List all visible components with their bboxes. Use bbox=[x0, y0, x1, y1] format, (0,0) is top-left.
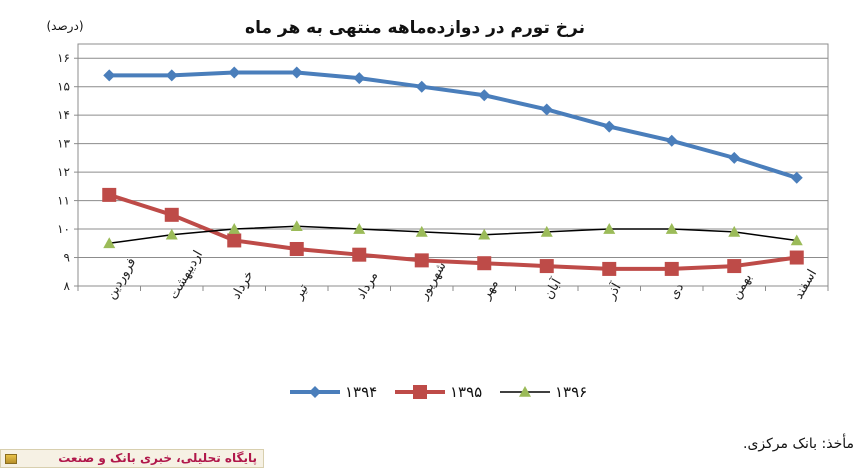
x-category-label: فروردین bbox=[104, 255, 140, 302]
data-point-triangle bbox=[415, 225, 428, 237]
data-point-square bbox=[727, 259, 742, 274]
data-point-diamond bbox=[728, 151, 741, 164]
y-tick-label: ۹ bbox=[64, 251, 70, 265]
data-point-triangle bbox=[540, 225, 553, 237]
x-category-label: تیر bbox=[291, 281, 312, 302]
footer-badge-label: پایگاه تحلیلی، خبری بانک و صنعت bbox=[58, 451, 257, 465]
series-line-0 bbox=[109, 70, 798, 180]
data-point-diamond bbox=[603, 120, 616, 133]
legend: ۱۳۹۴ ۱۳۹۵ ۱۳۹۶ bbox=[290, 383, 587, 401]
series-line-1 bbox=[108, 192, 798, 271]
data-point-diamond bbox=[353, 72, 366, 85]
x-category-label: بهمن bbox=[729, 271, 756, 302]
x-category-label: خرداد bbox=[229, 268, 257, 302]
data-point-triangle bbox=[790, 234, 803, 246]
data-point-triangle bbox=[728, 225, 741, 237]
data-point-triangle bbox=[353, 223, 366, 234]
legend-label: ۱۳۹۶ bbox=[555, 383, 587, 401]
data-point-square bbox=[664, 261, 679, 276]
flag-icon bbox=[5, 454, 17, 464]
data-point-diamond bbox=[290, 66, 303, 79]
legend-label: ۱۳۹۵ bbox=[450, 383, 482, 401]
data-point-square bbox=[413, 385, 427, 399]
data-point-square bbox=[102, 187, 117, 202]
data-point-triangle bbox=[228, 223, 241, 234]
data-point-triangle bbox=[478, 228, 491, 240]
data-point-diamond bbox=[228, 66, 241, 79]
y-tick-label: ۱۳ bbox=[57, 137, 70, 151]
legend-label: ۱۳۹۴ bbox=[345, 383, 377, 401]
data-point-diamond bbox=[415, 80, 428, 93]
y-tick-label: ۱۰ bbox=[57, 222, 70, 236]
y-tick-label: ۱۵ bbox=[57, 80, 70, 94]
data-point-triangle bbox=[290, 220, 303, 232]
data-point-triangle bbox=[665, 223, 678, 234]
y-tick-label: ۸ bbox=[64, 279, 71, 293]
x-category-label: دی bbox=[666, 280, 687, 302]
data-point-diamond bbox=[790, 171, 803, 184]
chart-title: نرخ تورم در دوازده‌ماهه منتهی به هر ماه bbox=[245, 18, 585, 38]
y-tick-label: ۱۶ bbox=[57, 51, 70, 65]
plot-area: ۸ ۹ ۱۰ ۱۱ ۱۲ ۱۳ ۱۴ ۱۵ ۱۶ فروردین اردیبهشت خرداد تیر م… bbox=[57, 43, 829, 303]
data-point-square bbox=[227, 233, 242, 248]
unit-label: (درصد) bbox=[46, 19, 83, 34]
x-category-label: اردیبهشت bbox=[166, 248, 206, 302]
data-point-diamond bbox=[478, 89, 491, 102]
data-point-square bbox=[289, 241, 304, 256]
data-point-diamond bbox=[165, 69, 178, 82]
data-point-square bbox=[352, 247, 367, 262]
data-point-triangle bbox=[103, 237, 116, 249]
data-point-square bbox=[602, 261, 617, 276]
y-tick-label: ۱۲ bbox=[57, 165, 70, 179]
data-point-diamond bbox=[665, 134, 678, 147]
x-category-label: آذر bbox=[601, 279, 625, 303]
data-point-square bbox=[789, 250, 804, 265]
data-point-triangle bbox=[519, 386, 531, 397]
data-point-triangle bbox=[603, 223, 616, 234]
data-point-diamond bbox=[309, 386, 321, 398]
data-point-square bbox=[539, 259, 554, 274]
data-point-triangle bbox=[165, 228, 178, 240]
data-point-diamond bbox=[103, 69, 116, 82]
footer-badge[interactable]: پایگاه تحلیلی، خبری بانک و صنعت bbox=[0, 449, 264, 468]
y-tick-label: ۱۴ bbox=[57, 108, 70, 122]
x-category-label: مهر bbox=[478, 277, 502, 303]
series-line-2 bbox=[109, 225, 797, 245]
data-point-diamond bbox=[540, 103, 553, 116]
data-point-square bbox=[164, 207, 179, 222]
data-point-square bbox=[477, 256, 492, 271]
source-note: مأخذ: بانک مرکزی. bbox=[743, 436, 854, 452]
x-category-label: آبان bbox=[539, 274, 565, 302]
data-point-square bbox=[414, 253, 429, 268]
y-tick-label: ۱۱ bbox=[57, 194, 70, 208]
plot-border bbox=[77, 43, 829, 287]
x-category-label: اسفند bbox=[791, 267, 820, 302]
